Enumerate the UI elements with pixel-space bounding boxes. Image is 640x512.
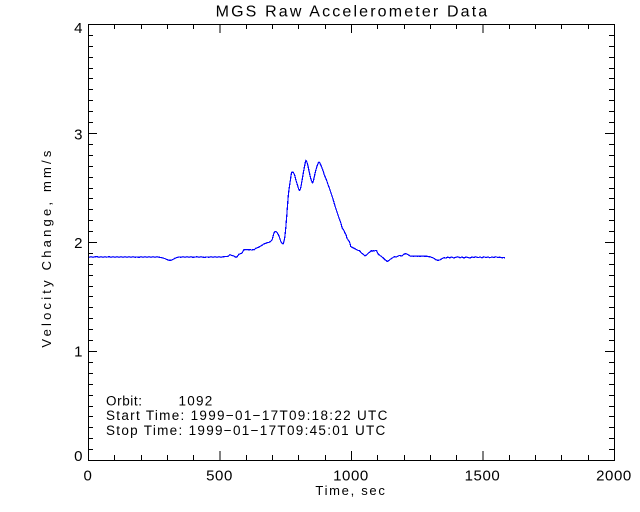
svg-text:Velocity Change, mm/s: Velocity Change, mm/s: [39, 147, 54, 347]
svg-text:0: 0: [74, 448, 82, 465]
svg-text:1092: 1092: [179, 394, 214, 409]
svg-text:MGS Raw Accelerometer Data: MGS Raw Accelerometer Data: [216, 4, 490, 21]
svg-text:Stop Time: 1999−01−17T09:45:01: Stop Time: 1999−01−17T09:45:01 UTC: [106, 423, 387, 438]
svg-text:Start Time: 1999−01−17T09:18:2: Start Time: 1999−01−17T09:18:22 UTC: [106, 408, 389, 423]
svg-text:1000: 1000: [333, 468, 369, 485]
svg-text:0: 0: [84, 468, 93, 485]
svg-text:1500: 1500: [465, 468, 501, 485]
svg-text:500: 500: [206, 468, 233, 485]
svg-text:3: 3: [74, 127, 82, 144]
svg-text:Orbit:: Orbit:: [106, 394, 143, 409]
svg-text:Time, sec: Time, sec: [315, 483, 386, 498]
svg-text:2: 2: [74, 235, 82, 252]
svg-text:4: 4: [74, 20, 82, 37]
svg-text:2000: 2000: [596, 468, 632, 485]
svg-text:1: 1: [74, 344, 82, 361]
